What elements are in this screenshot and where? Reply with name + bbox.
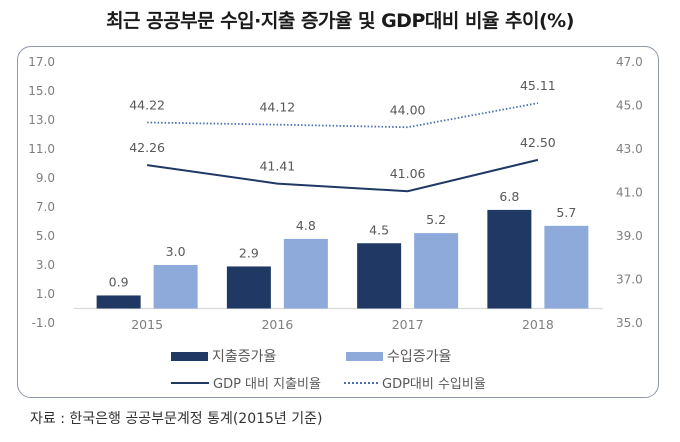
y-left-tick-label: 9.0: [36, 171, 55, 185]
y-right-tick-label: 43.0: [616, 142, 643, 156]
y-left-tick-label: 7.0: [36, 200, 55, 214]
x-category-label: 2018: [522, 317, 554, 332]
x-category-label: 2015: [131, 317, 163, 332]
y-left-tick-label: 13.0: [28, 113, 55, 127]
bar-data-label: 4.5: [369, 222, 389, 237]
x-category-label: 2017: [392, 317, 424, 332]
source-note: 자료 : 한국은행 공공부문계정 통계(2015년 기준): [30, 411, 323, 427]
bar-expenditure-growth: [226, 266, 271, 309]
bar-expenditure-growth: [96, 295, 141, 309]
bar-data-label: 5.2: [426, 212, 446, 227]
bar-revenue-growth: [153, 265, 198, 309]
bar-data-label: 0.9: [109, 274, 129, 289]
line-data-label: 45.11: [520, 78, 556, 93]
y-right-tick-label: 45.0: [616, 99, 643, 113]
legend-item-revenue-growth: 수입증가율: [346, 346, 451, 366]
legend-swatch-expenditure-growth: [171, 351, 208, 361]
bar-data-label: 3.0: [166, 244, 186, 259]
line-data-label: 42.26: [129, 140, 165, 155]
legend-swatch-expenditure-ratio: [171, 381, 209, 384]
y-left-tick-label: 11.0: [28, 142, 55, 156]
bar-expenditure-growth: [487, 209, 532, 309]
legend-item-expenditure-ratio: GDP 대비 지출비율: [171, 373, 321, 392]
legend-label-expenditure-growth: 지출증가율: [212, 349, 277, 365]
chart-title: 최근 공공부문 수입·지출 증가율 및 GDP대비 비율 추이(%): [106, 10, 574, 32]
legend-swatch-revenue-growth: [346, 351, 383, 361]
y-right-tick-label: 37.0: [616, 273, 643, 287]
bar-revenue-growth: [414, 233, 459, 309]
legend-item-revenue-ratio: GDP대비 수입비율: [344, 373, 486, 392]
line-data-label: 42.50: [520, 135, 556, 150]
legend-label-expenditure-ratio: GDP 대비 지출비율: [213, 377, 321, 392]
chart-frame: [17, 46, 659, 398]
bar-data-label: 4.8: [296, 218, 316, 233]
line-data-label: 44.00: [390, 102, 426, 117]
legend-swatch-revenue-ratio: [344, 381, 378, 384]
line-data-label: 44.22: [129, 97, 165, 112]
line-data-label: 41.41: [259, 159, 295, 174]
y-left-tick-label: -1.0: [32, 316, 55, 330]
y-left-tick-label: 1.0: [36, 287, 55, 301]
y-left-tick-label: 15.0: [28, 84, 55, 98]
bar-revenue-growth: [283, 238, 328, 309]
line-data-label: 44.12: [259, 100, 295, 115]
y-left-tick-label: 17.0: [28, 55, 55, 69]
bar-data-label: 2.9: [239, 245, 259, 260]
x-category-label: 2016: [261, 317, 293, 332]
bar-revenue-growth: [544, 225, 589, 309]
legend-label-revenue-growth: 수입증가율: [387, 349, 452, 365]
y-left-tick-label: 5.0: [36, 229, 55, 243]
bar-expenditure-growth: [357, 243, 402, 309]
line-expenditure-ratio: [146, 158, 539, 193]
y-right-tick-label: 35.0: [616, 316, 643, 330]
line-data-label: 41.06: [390, 166, 426, 181]
bar-data-label: 6.8: [499, 189, 519, 204]
line-revenue-ratio: [147, 102, 539, 129]
y-right-tick-label: 39.0: [616, 229, 643, 243]
y-right-tick-label: 41.0: [616, 186, 643, 200]
y-left-tick-label: 3.0: [36, 258, 55, 272]
legend-label-revenue-ratio: GDP대비 수입비율: [382, 377, 486, 392]
y-right-tick-label: 47.0: [616, 55, 643, 69]
legend-item-expenditure-growth: 지출증가율: [171, 346, 276, 366]
bar-data-label: 5.7: [556, 205, 576, 220]
